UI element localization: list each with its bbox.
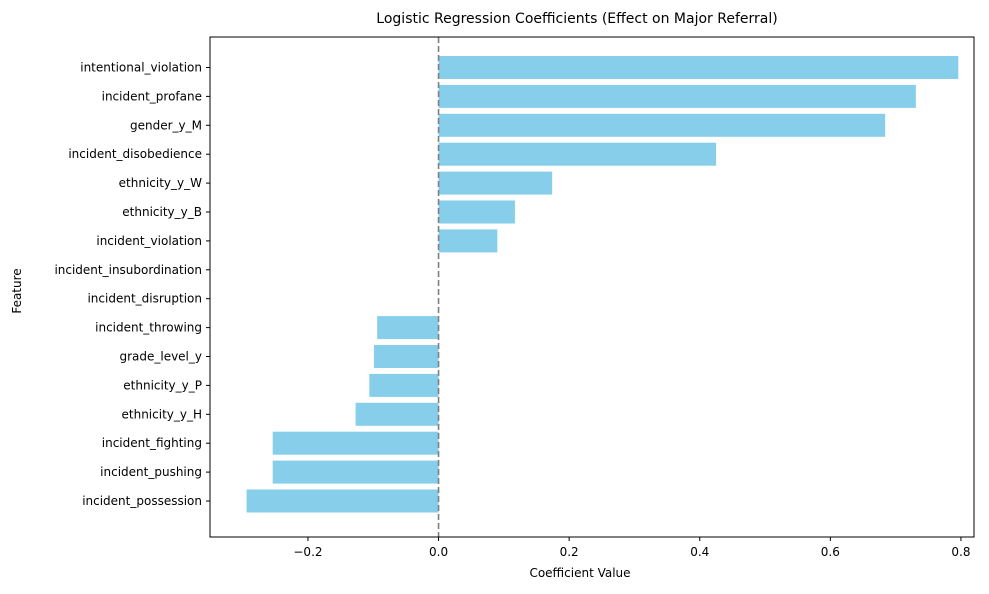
bar-incident_disobedience (438, 142, 717, 166)
bar-intentional_violation (438, 56, 959, 79)
bar-gender_y_M (438, 113, 886, 137)
y-tick-label: incident_disruption (87, 292, 202, 306)
y-axis-label: Feature (10, 268, 24, 313)
bar-incident_profane (438, 84, 916, 108)
bar-grade_level_y (373, 345, 439, 368)
y-tick-label: incident_fighting (102, 436, 202, 450)
y-tick-label: incident_pushing (100, 465, 202, 479)
bar-ethnicity_y_P (369, 373, 439, 397)
y-tick-label: ethnicity_y_B (122, 205, 202, 219)
bar-incident_throwing (377, 316, 439, 340)
y-tick-label: incident_insubordination (54, 263, 202, 277)
y-tick-label: incident_disobedience (68, 147, 202, 161)
x-tick-label: 0.0 (429, 545, 448, 559)
y-tick-label: ethnicity_y_P (123, 378, 202, 392)
y-tick-label: incident_violation (96, 234, 202, 248)
bar-incident_fighting (272, 431, 439, 455)
x-tick-label: −0.2 (293, 545, 322, 559)
bars-group (246, 56, 959, 513)
x-axis-label: Coefficient Value (529, 566, 630, 580)
x-tick-label: 0.6 (821, 545, 840, 559)
y-tick-label: grade_level_y (119, 350, 202, 364)
bar-incident_pushing (272, 460, 439, 484)
y-tick-label: ethnicity_y_H (122, 407, 203, 421)
y-tick-label: incident_profane (102, 89, 202, 103)
y-tick-label: incident_throwing (95, 321, 202, 335)
y-tick-label: incident_possession (82, 494, 202, 508)
bar-incident_violation (438, 229, 498, 253)
bar-incident_possession (246, 489, 439, 513)
y-tick-label: intentional_violation (80, 61, 202, 75)
bar-ethnicity_y_W (438, 171, 553, 195)
y-axis-ticks: intentional_violation incident_profanegen… (54, 61, 210, 508)
plot-frame (209, 36, 975, 538)
bar-ethnicity_y_H (355, 402, 439, 426)
x-tick-label: 0.2 (560, 545, 579, 559)
x-tick-label: 0.8 (951, 545, 970, 559)
y-tick-label: ethnicity_y_W (119, 176, 202, 190)
x-tick-label: 0.4 (690, 545, 709, 559)
y-tick-label: gender_y_M (130, 118, 202, 132)
chart-title: Logistic Regression Coefficients (Effect… (376, 11, 777, 27)
bar-ethnicity_y_B (438, 200, 515, 224)
x-axis-ticks: −0.2 0.0 0.2 0.4 0.6 0.8 (293, 537, 970, 559)
